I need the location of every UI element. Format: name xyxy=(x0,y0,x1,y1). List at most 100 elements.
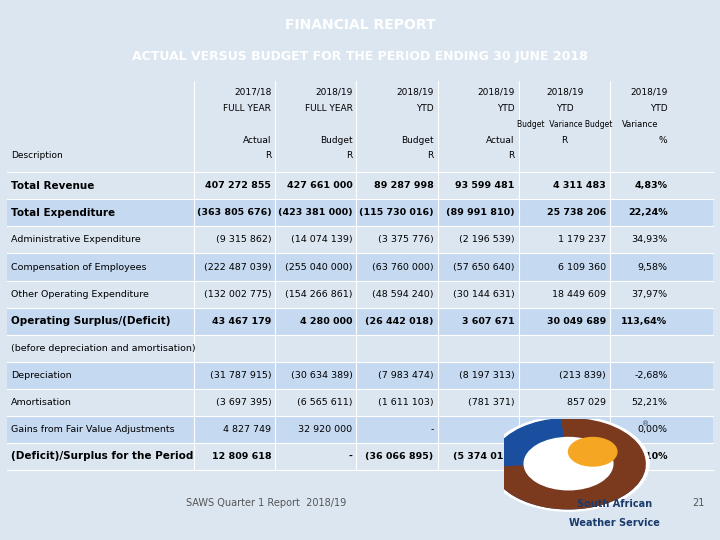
Text: Amortisation: Amortisation xyxy=(11,397,71,407)
Circle shape xyxy=(524,437,613,490)
Text: 2018/19: 2018/19 xyxy=(477,87,515,97)
Text: ®: ® xyxy=(642,421,649,428)
Text: R: R xyxy=(265,151,271,160)
Text: Variance: Variance xyxy=(622,120,659,129)
Text: (1 611 103): (1 611 103) xyxy=(378,397,433,407)
Bar xyxy=(7,389,713,416)
Text: (6 565 611): (6 565 611) xyxy=(297,397,352,407)
Text: 1 179 237: 1 179 237 xyxy=(558,235,606,245)
Bar xyxy=(7,280,713,308)
Text: 52,21%: 52,21% xyxy=(631,397,667,407)
Bar xyxy=(7,226,713,253)
Text: (57 650 640): (57 650 640) xyxy=(453,262,515,272)
Text: -: - xyxy=(511,425,515,434)
Text: FULL YEAR: FULL YEAR xyxy=(305,104,352,113)
Text: (3 375 776): (3 375 776) xyxy=(378,235,433,245)
Text: Budget: Budget xyxy=(320,136,352,145)
Text: (115 730 016): (115 730 016) xyxy=(359,208,433,218)
Text: Actual: Actual xyxy=(243,136,271,145)
Text: -2,68%: -2,68% xyxy=(634,370,667,380)
Text: 4 280 000: 4 280 000 xyxy=(300,316,352,326)
Text: 18 449 609: 18 449 609 xyxy=(552,289,606,299)
Text: Administrative Expenditure: Administrative Expenditure xyxy=(11,235,140,245)
Bar xyxy=(7,199,713,226)
Text: Budget: Budget xyxy=(401,136,433,145)
Text: 30 692 879: 30 692 879 xyxy=(546,452,606,461)
Bar xyxy=(7,81,713,172)
Bar xyxy=(7,443,713,470)
Text: Weather Service: Weather Service xyxy=(570,518,660,528)
Text: 2018/19: 2018/19 xyxy=(630,87,667,97)
Text: (3 697 395): (3 697 395) xyxy=(215,397,271,407)
Text: (30 144 631): (30 144 631) xyxy=(453,289,515,299)
Text: Other Operating Expenditure: Other Operating Expenditure xyxy=(11,289,148,299)
Text: 34,93%: 34,93% xyxy=(631,235,667,245)
Bar xyxy=(7,308,713,335)
Text: (Deficit)/Surplus for the Period: (Deficit)/Surplus for the Period xyxy=(11,451,193,461)
Text: (31 787 915): (31 787 915) xyxy=(210,370,271,380)
Text: (222 487 039): (222 487 039) xyxy=(204,262,271,272)
Wedge shape xyxy=(492,418,645,509)
Text: 2018/19: 2018/19 xyxy=(546,87,583,97)
Text: (255 040 000): (255 040 000) xyxy=(285,262,352,272)
Wedge shape xyxy=(492,418,645,509)
Text: FINANCIAL REPORT: FINANCIAL REPORT xyxy=(284,18,436,32)
Text: YTD: YTD xyxy=(416,104,433,113)
Text: YTD: YTD xyxy=(497,104,515,113)
Text: 85,10%: 85,10% xyxy=(628,452,667,461)
Text: 427 661 000: 427 661 000 xyxy=(287,181,352,191)
Bar xyxy=(7,172,713,199)
Text: R: R xyxy=(508,151,515,160)
Bar xyxy=(7,416,713,443)
Text: South African: South African xyxy=(577,499,652,509)
Bar xyxy=(7,335,713,362)
Text: 21: 21 xyxy=(692,498,705,509)
Text: (7 983 474): (7 983 474) xyxy=(378,370,433,380)
Text: R: R xyxy=(427,151,433,160)
Text: (48 594 240): (48 594 240) xyxy=(372,289,433,299)
Text: (before depreciation and amortisation): (before depreciation and amortisation) xyxy=(11,343,195,353)
Text: 113,64%: 113,64% xyxy=(621,316,667,326)
Text: Actual: Actual xyxy=(486,136,515,145)
Text: -: - xyxy=(348,452,352,461)
Text: (423 381 000): (423 381 000) xyxy=(278,208,352,218)
Circle shape xyxy=(569,437,617,466)
Text: 30 049 689: 30 049 689 xyxy=(546,316,606,326)
Text: Depreciation: Depreciation xyxy=(11,370,71,380)
Text: (14 074 139): (14 074 139) xyxy=(291,235,352,245)
Text: 4 827 749: 4 827 749 xyxy=(223,425,271,434)
Text: (8 197 313): (8 197 313) xyxy=(459,370,515,380)
Text: (781 371): (781 371) xyxy=(468,397,515,407)
Text: 4 311 483: 4 311 483 xyxy=(553,181,606,191)
Text: 2017/18: 2017/18 xyxy=(234,87,271,97)
Text: (9 315 862): (9 315 862) xyxy=(216,235,271,245)
Text: (363 805 676): (363 805 676) xyxy=(197,208,271,218)
Bar xyxy=(7,253,713,280)
Text: R: R xyxy=(562,136,568,145)
Text: 43 467 179: 43 467 179 xyxy=(212,316,271,326)
Text: 6 109 360: 6 109 360 xyxy=(558,262,606,272)
Text: (30 634 389): (30 634 389) xyxy=(291,370,352,380)
Text: 0,00%: 0,00% xyxy=(637,425,667,434)
Text: 2018/19: 2018/19 xyxy=(315,87,352,97)
Text: (132 002 775): (132 002 775) xyxy=(204,289,271,299)
Text: (63 760 000): (63 760 000) xyxy=(372,262,433,272)
Text: -: - xyxy=(603,425,606,434)
Text: 37,97%: 37,97% xyxy=(631,289,667,299)
Text: 22,24%: 22,24% xyxy=(628,208,667,218)
Text: (154 266 861): (154 266 861) xyxy=(285,289,352,299)
Text: (2 196 539): (2 196 539) xyxy=(459,235,515,245)
Text: Total Revenue: Total Revenue xyxy=(11,181,94,191)
Text: 9,58%: 9,58% xyxy=(637,262,667,272)
Text: (36 066 895): (36 066 895) xyxy=(365,452,433,461)
Text: Total Expenditure: Total Expenditure xyxy=(11,208,115,218)
Text: -: - xyxy=(430,425,433,434)
Text: 12 809 618: 12 809 618 xyxy=(212,452,271,461)
Text: 89 287 998: 89 287 998 xyxy=(374,181,433,191)
Text: Compensation of Employees: Compensation of Employees xyxy=(11,262,146,272)
Text: 407 272 855: 407 272 855 xyxy=(205,181,271,191)
Bar xyxy=(7,362,713,389)
Text: Budget  Variance Budget: Budget Variance Budget xyxy=(517,120,612,129)
Text: 4,83%: 4,83% xyxy=(634,181,667,191)
Text: Operating Surplus/(Deficit): Operating Surplus/(Deficit) xyxy=(11,316,170,326)
